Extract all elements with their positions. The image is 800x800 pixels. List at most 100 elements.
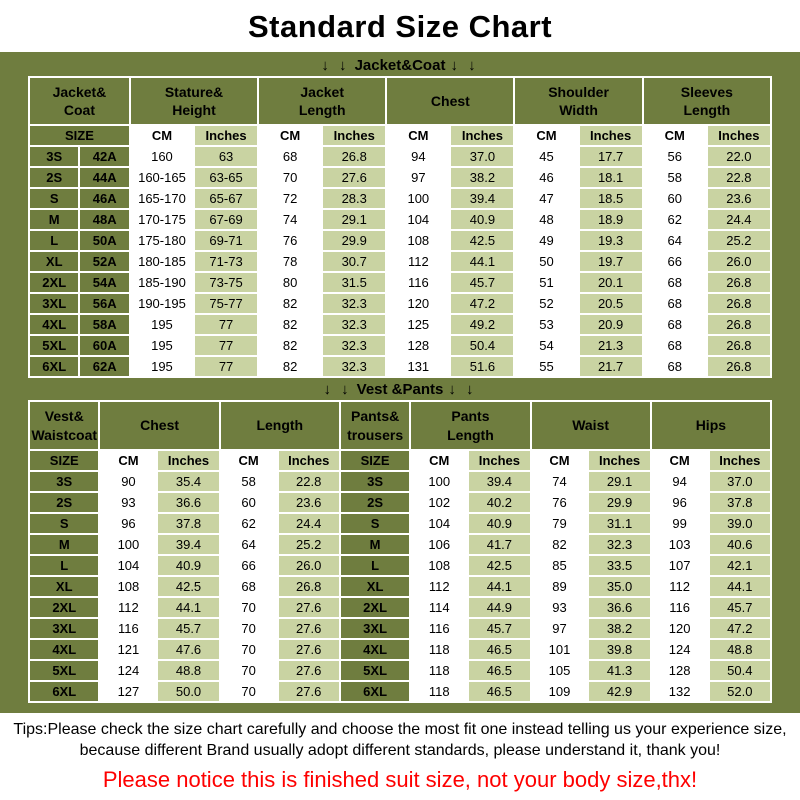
- value-cell: 23.6: [705, 187, 773, 211]
- value-cell: 118: [409, 637, 470, 661]
- value-cell: 33.5: [587, 553, 652, 577]
- table-row: 4XL 58A 195 77 82 32.3 125 49.2 53 20.9 68 26.8: [27, 313, 773, 337]
- value-cell: 52.0: [707, 679, 773, 703]
- table-row: XL 52A 180-185 71-73 78 30.7 112 44.1 50 19.7 66 26…: [27, 250, 773, 274]
- jacket-coat-section-label: ↓ ↓ Jacket&Coat ↓ ↓: [28, 54, 772, 76]
- value-cell: 170-175: [128, 208, 196, 232]
- value-cell: 56: [641, 145, 708, 169]
- size-cell: 2XL: [27, 595, 101, 619]
- value-cell: 128: [385, 334, 452, 358]
- value-cell: 105: [529, 658, 590, 682]
- value-cell: 195: [128, 334, 196, 358]
- value-cell: 82: [257, 355, 324, 379]
- value-cell: 29.9: [321, 229, 388, 253]
- value-cell: 73-75: [192, 271, 260, 295]
- value-cell: 17.7: [577, 145, 644, 169]
- value-cell: 32.3: [321, 292, 388, 316]
- value-cell: 70: [218, 658, 279, 682]
- value-cell: 100: [98, 532, 159, 556]
- value-cell: 40.9: [467, 511, 532, 535]
- page-title: Standard Size Chart: [247, 9, 553, 44]
- size-cell: 3S: [27, 145, 81, 169]
- value-cell: 190-195: [128, 292, 196, 316]
- unit-header-row: SIZE CM Inches CM Inches SIZE CM Inches CM Inches…: [27, 448, 773, 472]
- value-cell: 19.3: [577, 229, 644, 253]
- value-cell: 74: [257, 208, 324, 232]
- value-cell: 66: [641, 250, 708, 274]
- value-cell: 30.7: [321, 250, 388, 274]
- table-row: M 100 39.4 64 25.2 M 106 41.7 82 32.3 103 40.6: [27, 532, 773, 556]
- value-cell: 66: [218, 553, 279, 577]
- size-cell: 48A: [78, 208, 131, 232]
- value-cell: 39.0: [707, 511, 773, 535]
- value-cell: 103: [649, 532, 710, 556]
- value-cell: 112: [649, 574, 710, 598]
- value-cell: 97: [529, 616, 590, 640]
- unit-header: CM: [649, 448, 710, 472]
- size-cell: 5XL: [338, 658, 412, 682]
- value-cell: 53: [513, 313, 580, 337]
- size-cell: 5XL: [27, 658, 101, 682]
- value-cell: 104: [385, 208, 452, 232]
- value-cell: 49.2: [449, 313, 516, 337]
- table-row: 3S 90 35.4 58 22.8 3S 100 39.4 74 29.1 94 37.0: [27, 469, 773, 493]
- value-cell: 93: [529, 595, 590, 619]
- value-cell: 72: [257, 187, 324, 211]
- value-cell: 127: [98, 679, 159, 703]
- value-cell: 40.9: [449, 208, 516, 232]
- value-cell: 37.8: [707, 490, 773, 514]
- value-cell: 58: [641, 166, 708, 190]
- value-cell: 41.3: [587, 658, 652, 682]
- value-cell: 18.1: [577, 166, 644, 190]
- size-cell: L: [338, 553, 412, 577]
- table-row: 3XL 56A 190-195 75-77 82 32.3 120 47.2 52 20.5 68 2…: [27, 292, 773, 316]
- unit-header: CM: [409, 448, 470, 472]
- unit-header: Inches: [321, 124, 388, 148]
- value-cell: 64: [218, 532, 279, 556]
- column-group-header: Vest& Waistcoat: [27, 400, 101, 451]
- unit-header: CM: [128, 124, 196, 148]
- finished-size-notice: Please notice this is finished suit size…: [102, 766, 698, 792]
- value-cell: 118: [409, 658, 470, 682]
- value-cell: 76: [529, 490, 590, 514]
- value-cell: 116: [409, 616, 470, 640]
- value-cell: 175-180: [128, 229, 196, 253]
- unit-header: Inches: [192, 124, 260, 148]
- value-cell: 32.3: [321, 313, 388, 337]
- value-cell: 101: [529, 637, 590, 661]
- value-cell: 99: [649, 511, 710, 535]
- value-cell: 128: [649, 658, 710, 682]
- value-cell: 55: [513, 355, 580, 379]
- size-cell: M: [27, 532, 101, 556]
- value-cell: 48: [513, 208, 580, 232]
- column-group-header: Sleeves Length: [641, 75, 773, 127]
- unit-header: Inches: [705, 124, 773, 148]
- value-cell: 39.4: [156, 532, 221, 556]
- value-cell: 82: [529, 532, 590, 556]
- table-row: XL 108 42.5 68 26.8 XL 112 44.1 89 35.0 112 44.1: [27, 574, 773, 598]
- table-row: L 50A 175-180 69-71 76 29.9 108 42.5 49 19.3 64 25.…: [27, 229, 773, 253]
- value-cell: 100: [409, 469, 470, 493]
- value-cell: 108: [98, 574, 159, 598]
- value-cell: 24.4: [705, 208, 773, 232]
- value-cell: 39.4: [467, 469, 532, 493]
- value-cell: 60: [641, 187, 708, 211]
- size-cell: 56A: [78, 292, 131, 316]
- value-cell: 48.8: [707, 637, 773, 661]
- table-row: 2S 44A 160-165 63-65 70 27.6 97 38.2 46 18.1 58 22.…: [27, 166, 773, 190]
- jacket-section-title: Jacket&Coat: [354, 57, 446, 74]
- size-cell: 50A: [78, 229, 131, 253]
- down-arrows-icon: ↓ ↓: [321, 57, 350, 74]
- value-cell: 46.5: [467, 637, 532, 661]
- table-row: S 96 37.8 62 24.4 S 104 40.9 79 31.1 99 39.0: [27, 511, 773, 535]
- value-cell: 54: [513, 334, 580, 358]
- value-cell: 49: [513, 229, 580, 253]
- value-cell: 64: [641, 229, 708, 253]
- unit-header: CM: [98, 448, 159, 472]
- value-cell: 42.5: [467, 553, 532, 577]
- value-cell: 18.9: [577, 208, 644, 232]
- value-cell: 180-185: [128, 250, 196, 274]
- unit-header: CM: [513, 124, 580, 148]
- value-cell: 68: [641, 271, 708, 295]
- value-cell: 32.3: [321, 334, 388, 358]
